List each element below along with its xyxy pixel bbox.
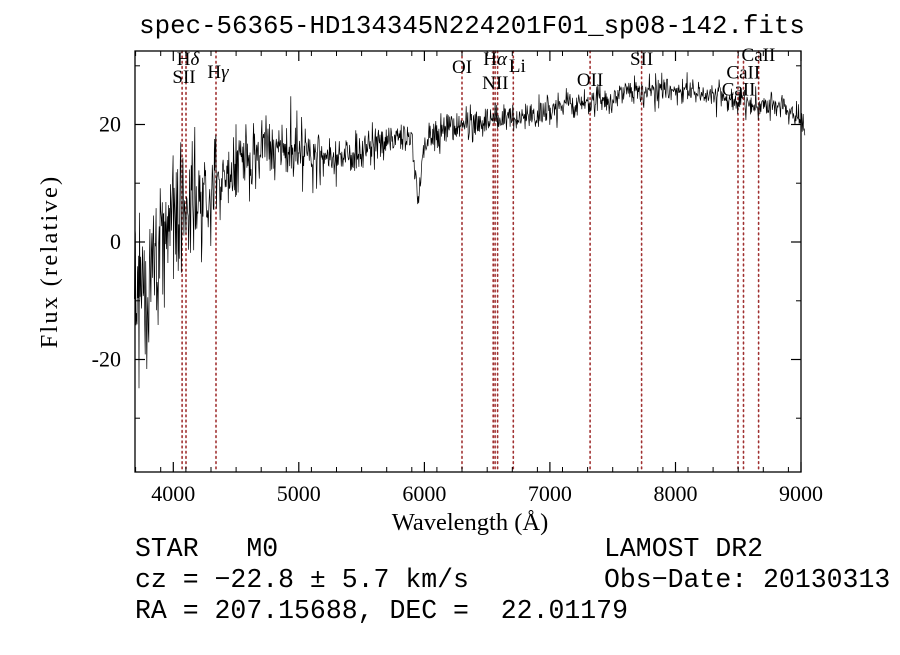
svg-text:20: 20 (99, 112, 121, 137)
svg-text:9000: 9000 (779, 481, 823, 506)
svg-text:Li: Li (509, 56, 526, 77)
svg-text:0: 0 (110, 229, 121, 254)
svg-text:NII: NII (482, 73, 508, 94)
svg-text:6000: 6000 (402, 481, 446, 506)
svg-text:spec-56365-HD134345N224201F01_: spec-56365-HD134345N224201F01_sp08-142.f… (139, 12, 805, 41)
svg-text:SII: SII (172, 67, 195, 88)
svg-text:Hγ: Hγ (207, 62, 229, 83)
svg-text:Flux (relative): Flux (relative) (36, 175, 63, 349)
svg-text:8000: 8000 (654, 481, 698, 506)
svg-text:4000: 4000 (151, 481, 195, 506)
svg-text:Hα: Hα (483, 49, 508, 70)
svg-text:CaII: CaII (722, 80, 756, 101)
svg-text:-20: -20 (92, 347, 121, 372)
svg-text:OI: OI (452, 57, 472, 78)
svg-text:SII: SII (630, 49, 653, 70)
svg-text:OII: OII (577, 70, 603, 91)
svg-text:7000: 7000 (528, 481, 572, 506)
svg-text:5000: 5000 (277, 481, 321, 506)
svg-text:Wavelength (Å): Wavelength (Å) (392, 509, 549, 536)
